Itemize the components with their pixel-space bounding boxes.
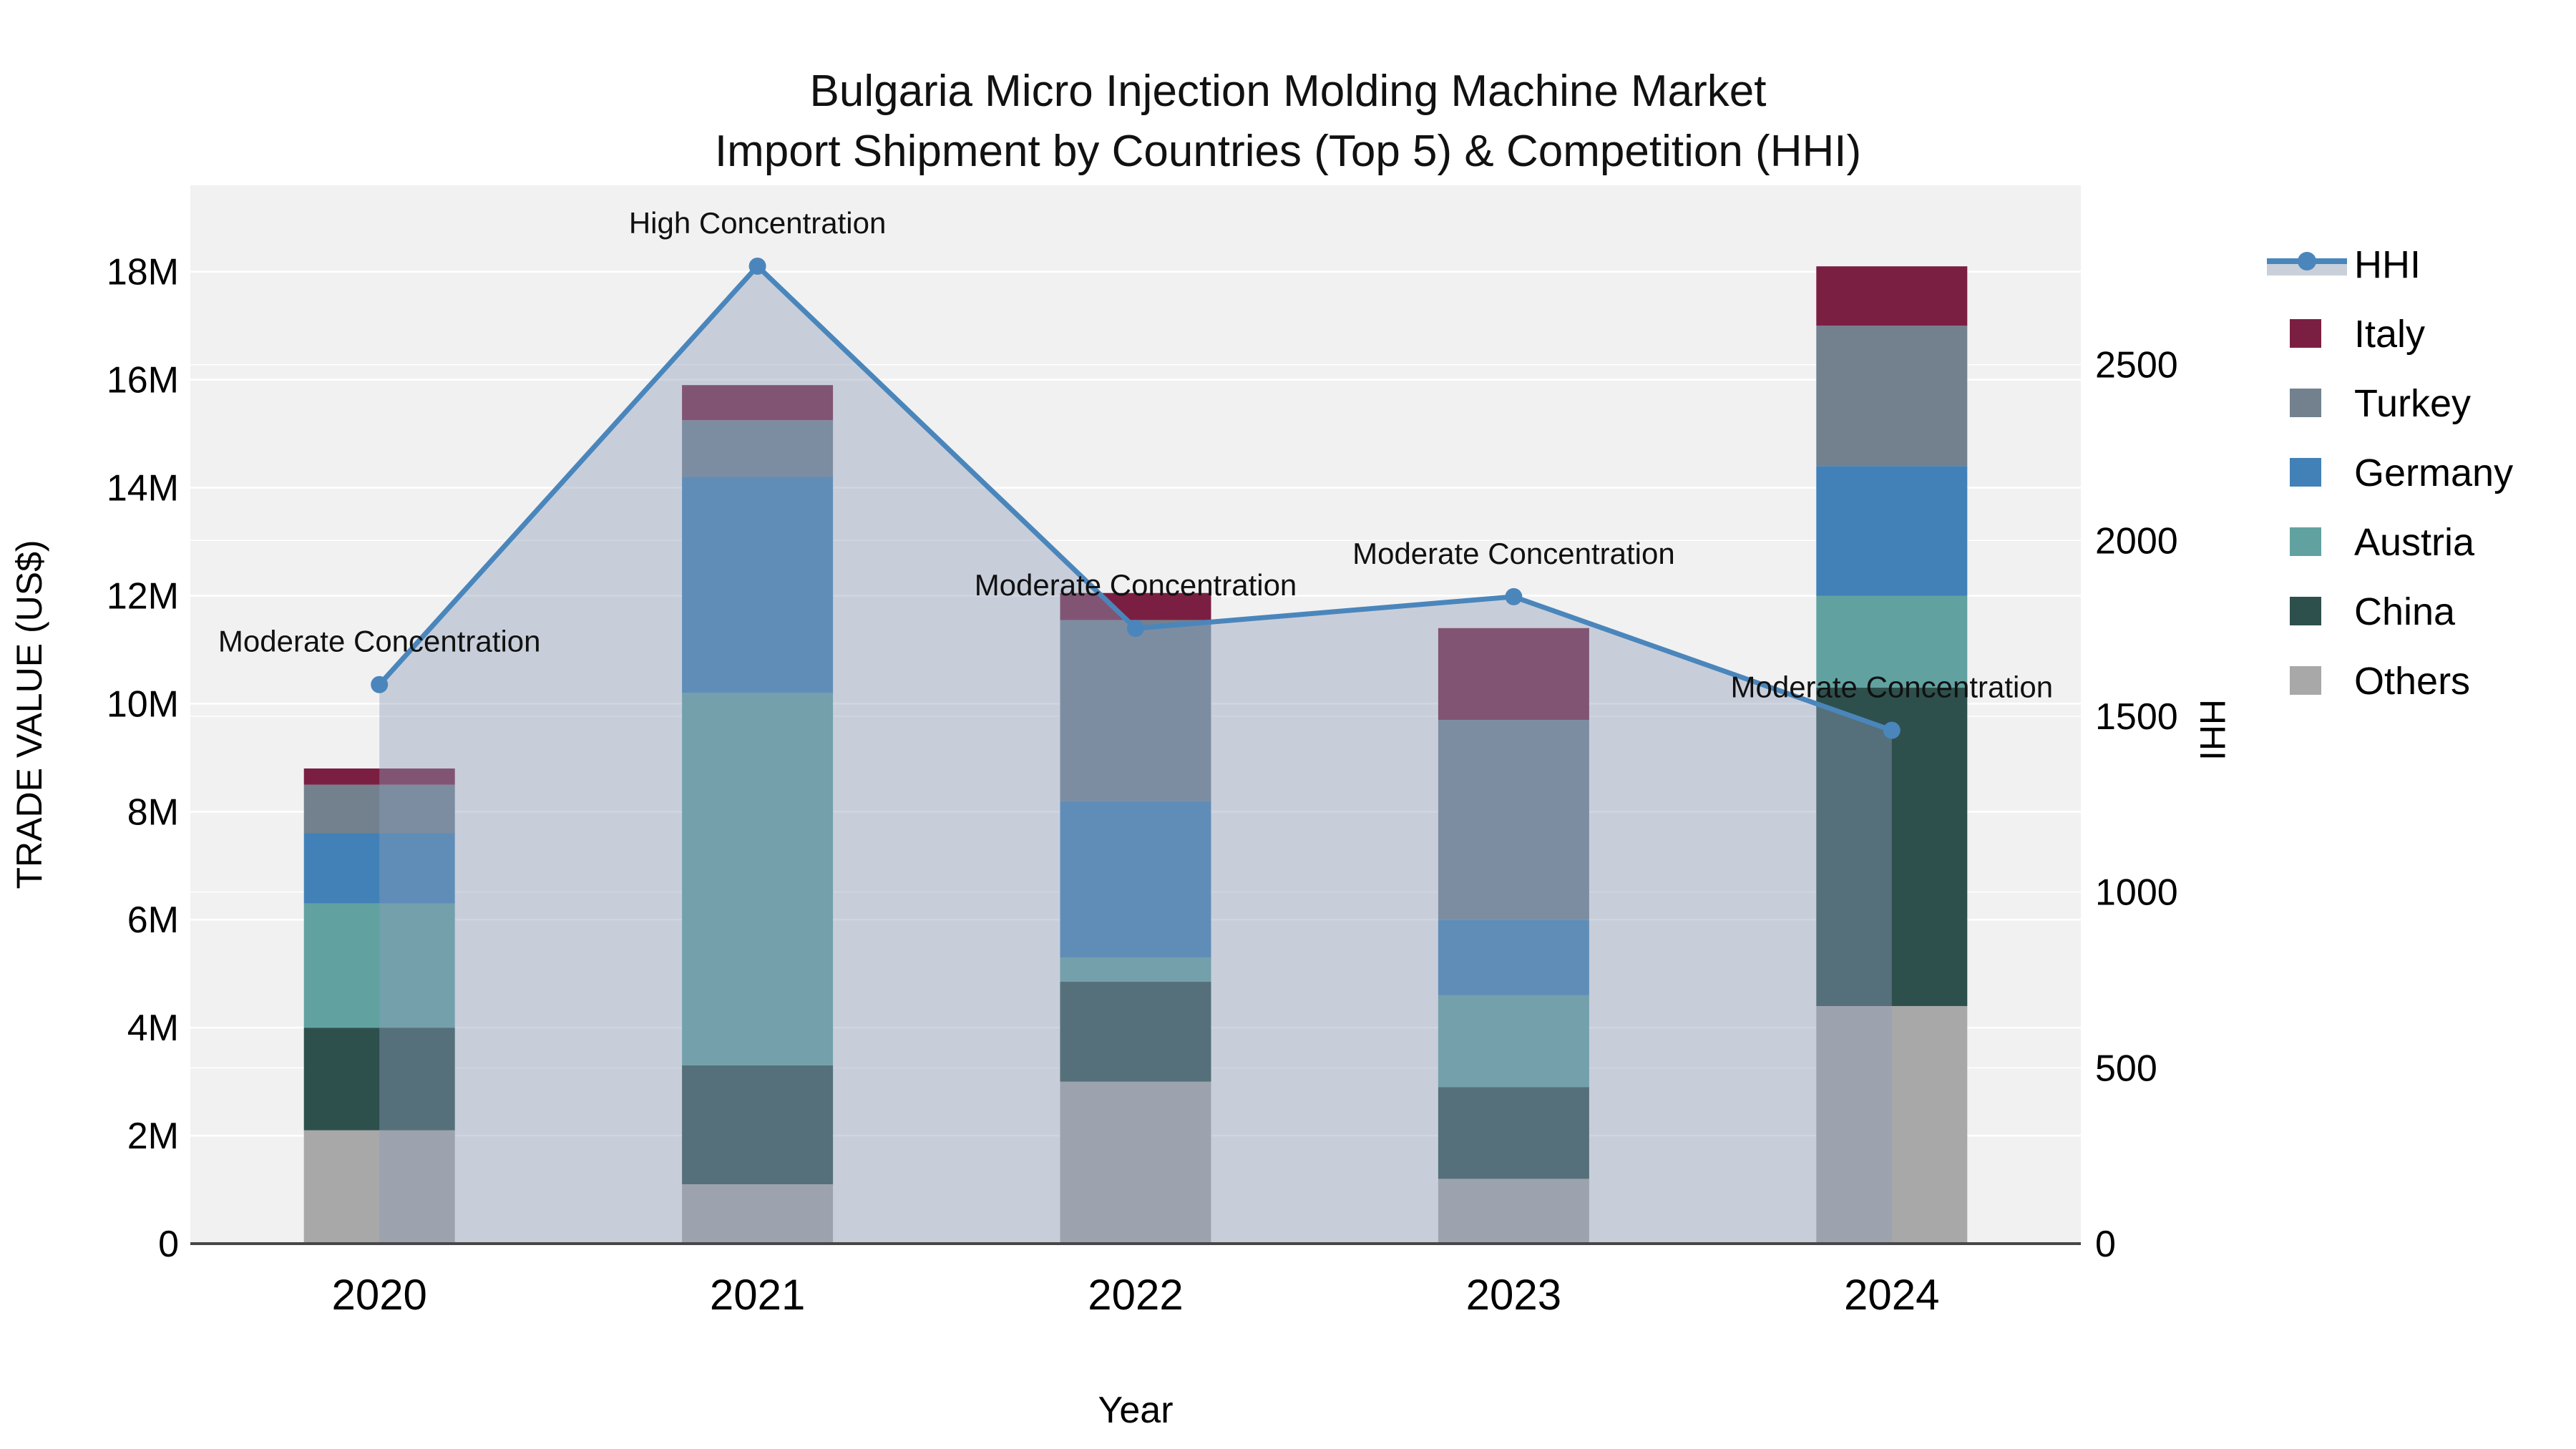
bar-2023-china: [1438, 1087, 1589, 1179]
legend-swatch-others: [2290, 666, 2321, 695]
bar-2022-turkey: [1060, 620, 1211, 801]
bar-2021-italy: [682, 385, 834, 421]
bar-2022-others: [1060, 1081, 1211, 1244]
hhi-marker-2020: [371, 675, 389, 693]
y-left-tick-4M: 4M: [127, 1008, 179, 1049]
y-axis-title-left: TRADE VALUE (US$): [9, 540, 49, 889]
y-right-tick-0: 0: [2095, 1224, 2116, 1265]
y-right-tick-500: 500: [2095, 1048, 2157, 1089]
legend-label-austria: Austria: [2354, 521, 2475, 564]
y-left-tick-8M: 8M: [127, 791, 179, 833]
y-right-tick-2500: 2500: [2095, 345, 2178, 386]
bar-2024-germany: [1816, 466, 1968, 596]
bar-2020-austria: [303, 903, 455, 1028]
bar-2023-turkey: [1438, 720, 1589, 920]
bar-2024-turkey: [1816, 326, 1968, 467]
legend-label-hhi: HHI: [2354, 243, 2421, 286]
bar-2020-turkey: [303, 784, 455, 834]
bar-2021-others: [682, 1184, 834, 1244]
legend-marker-swatch-hhi: [2298, 252, 2316, 270]
chart-title-line2: Import Shipment by Countries (Top 5) & C…: [714, 127, 1862, 176]
hhi-marker-2023: [1505, 587, 1523, 605]
legend-swatch-italy: [2290, 319, 2321, 348]
legend-label-germany: Germany: [2354, 452, 2513, 494]
bar-2023-italy: [1438, 628, 1589, 721]
bars: [303, 266, 1968, 1244]
bar-2022-austria: [1060, 957, 1211, 982]
legend-swatch-turkey: [2290, 389, 2321, 417]
annotation-2023: Moderate Concentration: [1352, 537, 1675, 570]
legend-item-china[interactable]: China: [2290, 590, 2456, 633]
bar-2023-germany: [1438, 919, 1589, 995]
legend-swatch-china: [2290, 597, 2321, 625]
y-left-tick-6M: 6M: [127, 899, 179, 941]
y-left-tick-0: 0: [158, 1224, 179, 1265]
hhi-marker-2022: [1127, 620, 1144, 638]
y-axis-title-right: HHI: [2192, 699, 2233, 761]
bar-2021-china: [682, 1065, 834, 1184]
bar-2024-italy: [1816, 266, 1968, 326]
bar-2024-austria: [1816, 595, 1968, 688]
legend-label-italy: Italy: [2354, 313, 2425, 356]
legend-swatch-germany: [2290, 458, 2321, 487]
legend-swatch-austria: [2290, 527, 2321, 556]
bar-2020-germany: [303, 833, 455, 904]
y-left-tick-16M: 16M: [107, 360, 179, 401]
x-tick-2021: 2021: [710, 1271, 805, 1319]
legend-label-china: China: [2354, 590, 2456, 633]
y-right-tick-2000: 2000: [2095, 520, 2178, 562]
bar-2022-germany: [1060, 801, 1211, 958]
chart-title-line1: Bulgaria Micro Injection Molding Machine…: [809, 67, 1767, 116]
legend: HHI Italy Turkey Germany Austria China Others: [2267, 243, 2513, 703]
chart-title: Bulgaria Micro Injection Molding Machine…: [0, 62, 2576, 182]
x-tick-2022: 2022: [1088, 1271, 1183, 1319]
bar-2020-italy: [303, 768, 455, 785]
bar-2023-others: [1438, 1179, 1589, 1244]
annotation-2021: High Concentration: [629, 206, 887, 240]
legend-item-italy[interactable]: Italy: [2290, 313, 2425, 356]
hhi-marker-2021: [748, 258, 766, 275]
legend-item-hhi[interactable]: HHI: [2267, 243, 2421, 286]
y-left-tick-12M: 12M: [107, 575, 179, 617]
x-tick-2023: 2023: [1466, 1271, 1561, 1319]
bar-2024-china: [1816, 687, 1968, 1006]
legend-item-others[interactable]: Others: [2290, 660, 2470, 703]
bar-2023-austria: [1438, 995, 1589, 1088]
legend-label-others: Others: [2354, 660, 2470, 703]
bar-2021-germany: [682, 477, 834, 693]
y-left-tick-10M: 10M: [107, 683, 179, 725]
y-left-tick-14M: 14M: [107, 468, 179, 509]
x-axis-title: Year: [1098, 1390, 1173, 1431]
bar-2021-austria: [682, 693, 834, 1065]
legend-item-turkey[interactable]: Turkey: [2290, 382, 2471, 425]
y-left-tick-18M: 18M: [107, 252, 179, 293]
annotation-2022: Moderate Concentration: [975, 568, 1297, 602]
x-tick-2024: 2024: [1844, 1271, 1939, 1319]
annotation-2020: Moderate Concentration: [218, 625, 541, 658]
bar-2024-others: [1816, 1005, 1968, 1244]
legend-label-turkey: Turkey: [2354, 382, 2471, 425]
bar-2020-china: [303, 1028, 455, 1131]
bar-2021-turkey: [682, 420, 834, 477]
bar-2022-china: [1060, 982, 1211, 1082]
hhi-area: [379, 266, 1892, 1244]
x-tick-2020: 2020: [331, 1271, 426, 1319]
bar-2022-italy: [1060, 592, 1211, 620]
annotation-2024: Moderate Concentration: [1730, 670, 2053, 704]
legend-item-austria[interactable]: Austria: [2290, 521, 2475, 564]
y-left-tick-2M: 2M: [127, 1116, 179, 1157]
y-right-tick-1000: 1000: [2095, 872, 2178, 914]
y-right-tick-1500: 1500: [2095, 696, 2178, 738]
legend-item-germany[interactable]: Germany: [2290, 452, 2513, 494]
bar-2020-others: [303, 1130, 455, 1244]
hhi-marker-2024: [1883, 721, 1901, 739]
